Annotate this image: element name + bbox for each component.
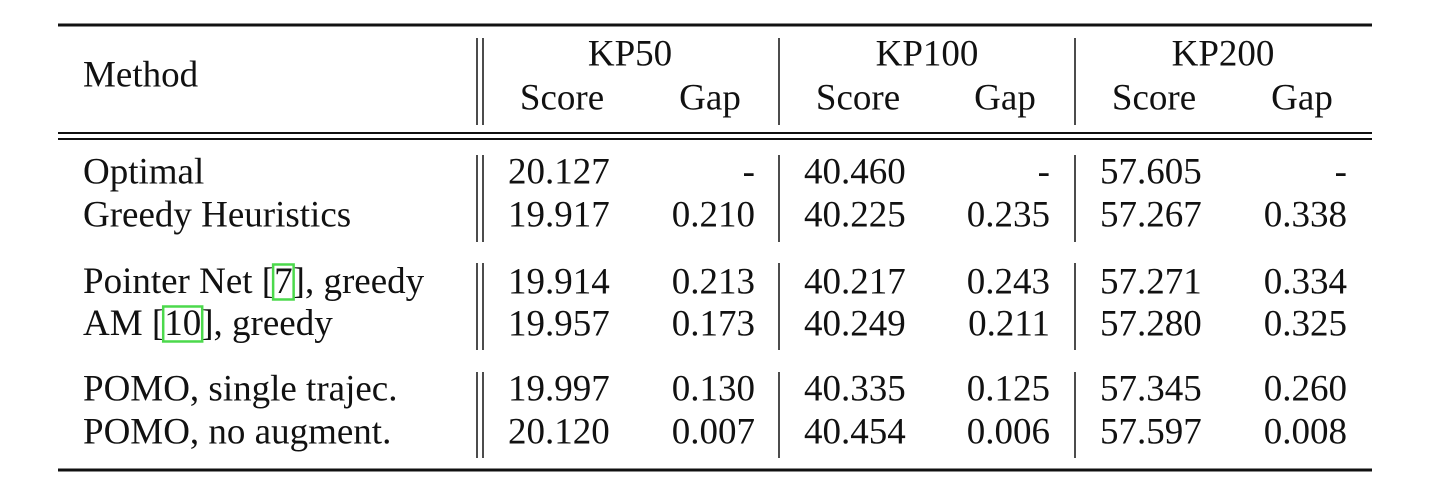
gap-cell: - [743, 151, 755, 192]
method-part: ], greedy [201, 303, 333, 344]
column-header: Gap [974, 77, 1036, 118]
score-cell: 40.225 [804, 194, 906, 235]
column-header: Score [816, 77, 900, 118]
method-header: Method [83, 54, 199, 95]
citation-box [271, 263, 295, 301]
score-cell: 57.267 [1100, 194, 1202, 235]
gap-cell: 0.210 [672, 194, 755, 235]
score-cell: 57.597 [1100, 411, 1202, 452]
method-name: Greedy Heuristics [83, 194, 351, 235]
method-name: Optimal [83, 151, 204, 192]
gap-cell: 0.338 [1264, 194, 1347, 235]
gap-cell: 0.213 [672, 261, 755, 302]
score-cell: 40.217 [804, 261, 906, 302]
score-cell: 19.914 [508, 261, 610, 302]
score-cell: 57.605 [1100, 151, 1202, 192]
gap-cell: 0.173 [672, 303, 755, 344]
score-cell: 19.917 [508, 194, 610, 235]
gap-cell: 0.325 [1264, 303, 1347, 344]
method-part: ], greedy [293, 261, 425, 302]
score-cell: 40.335 [804, 368, 906, 409]
column-header: Score [520, 77, 604, 118]
gap-cell: 0.211 [968, 303, 1050, 344]
gap-cell: 0.334 [1264, 261, 1347, 302]
score-cell: 57.271 [1100, 261, 1202, 302]
group-header: KP100 [876, 33, 979, 74]
citation-box [161, 305, 204, 343]
score-cell: 20.127 [508, 151, 610, 192]
gap-cell: 0.260 [1264, 368, 1347, 409]
method-name: POMO, single trajec. [83, 368, 397, 409]
gap-cell: 0.243 [967, 261, 1050, 302]
citation[interactable]: 10 [164, 303, 201, 344]
column-header: Score [1112, 77, 1196, 118]
score-cell: 57.280 [1100, 303, 1202, 344]
score-cell: 40.454 [804, 411, 906, 452]
method-name: AM [10], greedy [83, 303, 333, 344]
method-part: Pointer Net [ [83, 261, 274, 302]
gap-cell: 0.008 [1264, 411, 1347, 452]
gap-cell: 0.007 [672, 411, 755, 452]
score-cell: 57.345 [1100, 368, 1202, 409]
gap-cell: - [1038, 151, 1050, 192]
group-header: KP50 [588, 33, 672, 74]
gap-cell: 0.235 [967, 194, 1050, 235]
method-name: POMO, no augment. [83, 411, 391, 452]
group-header: KP200 [1172, 33, 1275, 74]
score-cell: 19.957 [508, 303, 610, 344]
score-cell: 40.249 [804, 303, 906, 344]
gap-cell: - [1335, 151, 1347, 192]
gap-cell: 0.125 [967, 368, 1050, 409]
score-cell: 40.460 [804, 151, 906, 192]
gap-cell: 0.006 [967, 411, 1050, 452]
citation[interactable]: 7 [274, 261, 293, 302]
method-part: AM [ [83, 303, 164, 344]
method-name: Pointer Net [7], greedy [83, 261, 425, 302]
gap-cell: 0.130 [672, 368, 755, 409]
score-cell: 19.997 [508, 368, 610, 409]
score-cell: 20.120 [508, 411, 610, 452]
column-header: Gap [679, 77, 741, 118]
column-header: Gap [1271, 77, 1333, 118]
